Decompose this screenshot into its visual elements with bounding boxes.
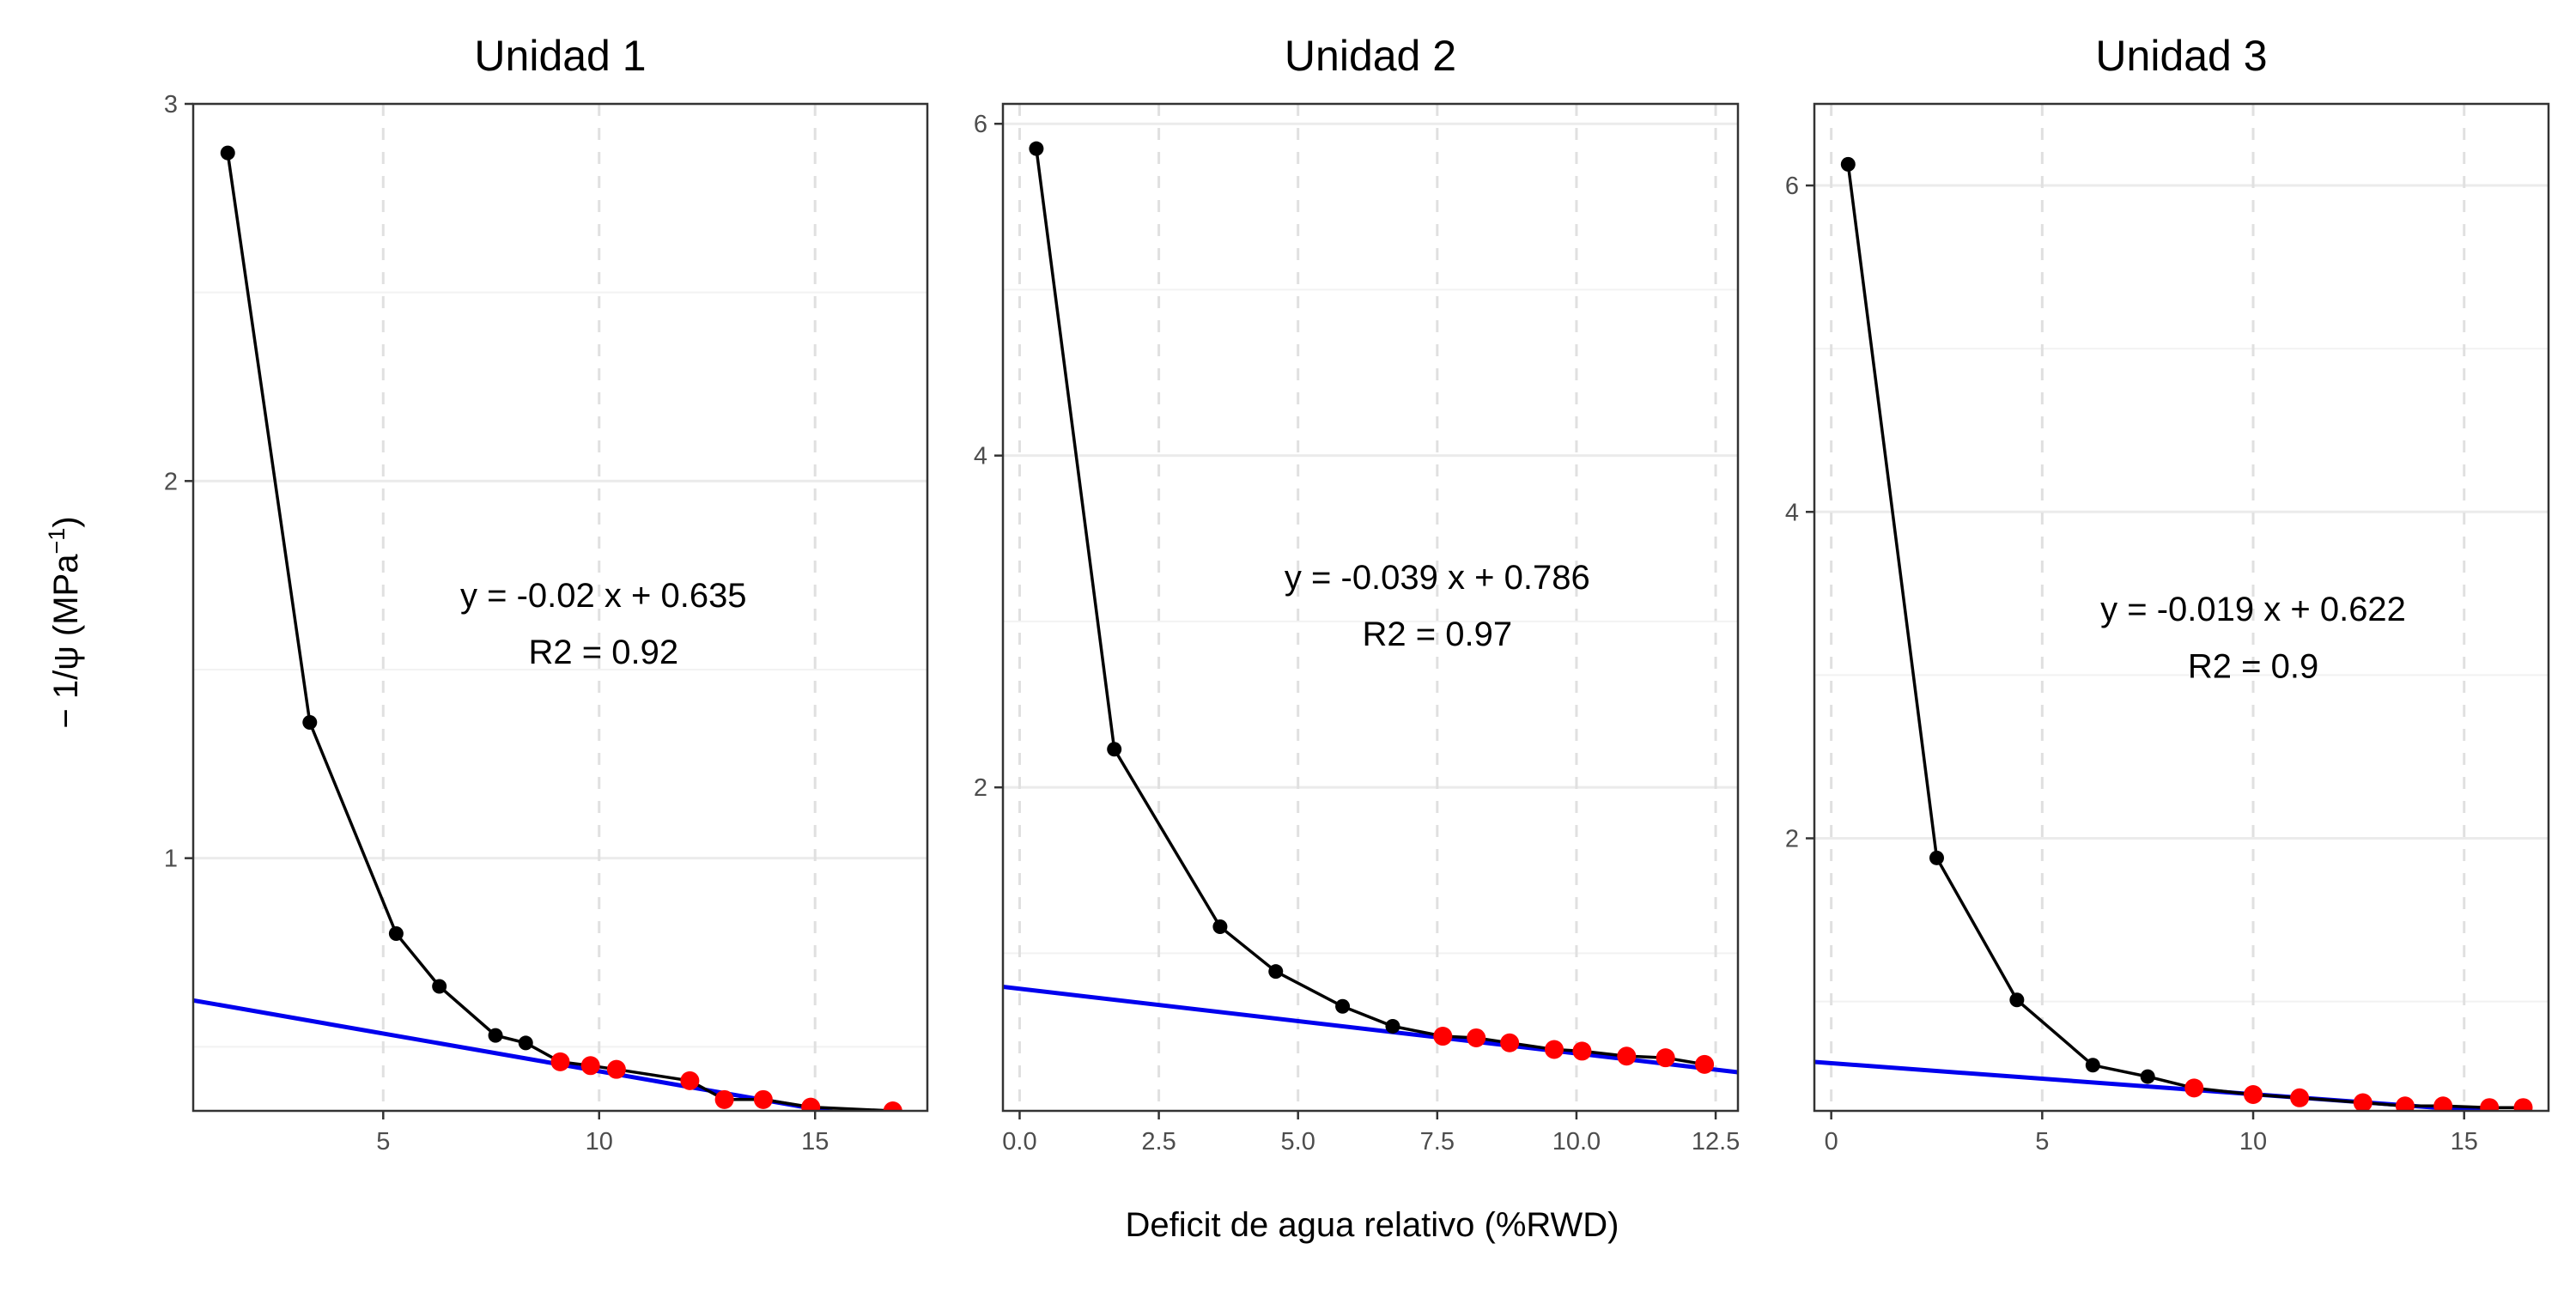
y-tick-label: 4 <box>1785 499 1799 526</box>
data-point <box>488 1028 503 1043</box>
fit-data-point <box>1656 1048 1675 1068</box>
panel-2-border <box>1001 102 1740 1113</box>
data-point <box>1212 919 1228 934</box>
fit-data-point <box>1617 1046 1637 1066</box>
y-tick-label: 6 <box>974 111 987 138</box>
y-axis-label: − 1/ψ (MPa−1) <box>44 516 85 728</box>
fit-data-point <box>1572 1041 1592 1061</box>
data-point <box>1840 156 1856 172</box>
x-tick-label: 5 <box>2035 1128 2049 1156</box>
regression-equation-label: y = -0.019 x + 0.622 <box>2100 591 2406 628</box>
x-tick-label: 5 <box>376 1128 390 1156</box>
x-tick-label: 10.0 <box>1552 1128 1601 1156</box>
data-point <box>2085 1058 2100 1073</box>
fit-data-point <box>1433 1027 1453 1046</box>
data-point <box>388 926 404 942</box>
data-point <box>1385 1018 1400 1034</box>
x-tick-label: 7.5 <box>1420 1128 1455 1156</box>
fit-data-point <box>580 1056 600 1076</box>
panel-1: y = -0.02 x + 0.635 R2 = 0.92 5 10 15 1 2 3 Unid… <box>164 32 929 1156</box>
fit-data-point <box>1500 1033 1520 1052</box>
fit-data-point <box>550 1052 570 1071</box>
y-axis-label-group: − 1/ψ (MPa−1) <box>44 516 85 728</box>
panel-1-border <box>191 102 929 1113</box>
panel-2-plot-area <box>1003 104 1738 1111</box>
r-squared-label: R2 = 0.97 <box>1363 616 1513 653</box>
r-squared-label: R2 = 0.92 <box>529 634 679 671</box>
y-tick-label: 6 <box>1785 173 1799 200</box>
x-axis-label: Deficit de agua relativo (%RWD) <box>1125 1206 1619 1244</box>
panel-2: y = -0.039 x + 0.786 R2 = 0.97 0.0 2.5 5.0 7.… <box>974 32 1740 1156</box>
regression-equation-label: y = -0.02 x + 0.635 <box>460 577 747 615</box>
data-point <box>518 1035 533 1051</box>
panel-title: Unidad 3 <box>2095 32 2267 80</box>
panel-3-border <box>1813 102 2550 1113</box>
y-tick-label: 3 <box>164 91 178 118</box>
y-tick-label: 2 <box>974 774 987 802</box>
data-point <box>220 145 235 161</box>
regression-equation-label: y = -0.039 x + 0.786 <box>1285 559 1590 597</box>
panel-3-background <box>1814 104 2549 1111</box>
fit-data-point <box>883 1101 902 1111</box>
r-squared-label: R2 = 0.9 <box>2188 647 2318 685</box>
data-point <box>1335 998 1351 1014</box>
fit-data-point <box>1467 1028 1486 1047</box>
x-tick-label: 0.0 <box>1002 1128 1036 1156</box>
y-axis-label-close: ) <box>47 516 85 527</box>
x-tick-label: 15 <box>2451 1128 2478 1156</box>
regression-line <box>1003 985 1738 1075</box>
fit-data-point <box>680 1071 700 1090</box>
y-tick-label: 2 <box>1785 826 1799 853</box>
data-point <box>1029 141 1044 156</box>
data-point <box>1929 850 1944 865</box>
y-tick-label: 1 <box>164 846 178 873</box>
panel-1-plot-area <box>193 104 927 1111</box>
data-point <box>2140 1069 2155 1084</box>
data-point <box>432 979 447 994</box>
panel-title: Unidad 1 <box>474 32 646 80</box>
y-tick-label: 4 <box>974 443 987 470</box>
fit-data-point <box>753 1089 773 1109</box>
fit-data-point <box>1695 1054 1715 1074</box>
data-point <box>302 714 318 730</box>
fit-data-point <box>2244 1084 2263 1104</box>
fit-data-point <box>2353 1093 2372 1111</box>
x-tick-label: 5.0 <box>1281 1128 1315 1156</box>
fit-data-point <box>714 1089 734 1109</box>
panel-3-plot-area <box>1814 104 2549 1111</box>
panel-title: Unidad 2 <box>1285 32 1456 80</box>
x-tick-label: 0 <box>1825 1128 1838 1156</box>
x-tick-label: 15 <box>801 1128 829 1156</box>
fit-data-point <box>2395 1096 2415 1111</box>
data-point <box>1107 742 1122 757</box>
y-tick-label: 2 <box>164 468 178 495</box>
data-point <box>2009 992 2025 1008</box>
x-tick-label: 2.5 <box>1141 1128 1176 1156</box>
fit-data-point <box>2433 1096 2453 1111</box>
panel-1-background <box>193 104 927 1111</box>
x-tick-label: 10 <box>2239 1128 2267 1156</box>
fit-data-point <box>1545 1040 1564 1059</box>
x-tick-label: 10 <box>586 1128 613 1156</box>
panel-3: y = -0.019 x + 0.622 R2 = 0.9 0 5 10 15 2 4 6 Uni… <box>1785 32 2550 1156</box>
fit-data-point <box>2480 1098 2500 1111</box>
panel-2-background <box>1003 104 1738 1111</box>
fit-data-point <box>2513 1098 2533 1111</box>
y-axis-label-main: − 1/ψ (MPa <box>47 554 85 729</box>
data-point <box>1268 964 1284 980</box>
y-axis-label-superscript: −1 <box>44 528 70 555</box>
fit-data-point <box>606 1059 626 1079</box>
fit-data-point <box>801 1097 821 1111</box>
fit-data-point <box>2290 1088 2310 1107</box>
fit-data-point <box>2184 1078 2204 1098</box>
x-tick-label: 12.5 <box>1692 1128 1740 1156</box>
